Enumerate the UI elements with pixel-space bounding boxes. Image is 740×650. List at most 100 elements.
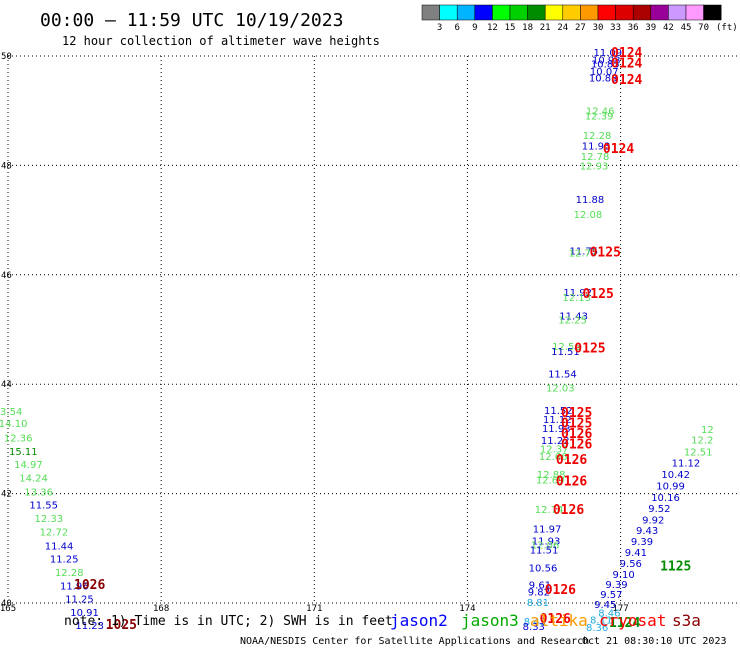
colorbar-label: 12 bbox=[487, 23, 498, 33]
swh-observation: 11.51 bbox=[530, 545, 559, 556]
colorbar-label: 30 bbox=[593, 23, 604, 33]
swh-observation: 9.56 bbox=[620, 559, 642, 570]
colorbar-label: 70 bbox=[698, 23, 709, 33]
colorbar-swatch bbox=[439, 4, 458, 21]
legend-item-s3a: s3a bbox=[672, 611, 701, 630]
swh-observation: 11.43 bbox=[559, 311, 588, 322]
pass-time-label: 0124 bbox=[611, 46, 642, 61]
x-tick-label: 177 bbox=[612, 604, 628, 614]
pass-time-label: 0125 bbox=[582, 287, 613, 302]
swh-observation: 11.97 bbox=[533, 525, 562, 536]
swh-observation: 12.2 bbox=[691, 435, 713, 446]
swh-observation: 11.55 bbox=[29, 501, 58, 512]
swh-observation: 10.16 bbox=[651, 493, 680, 504]
colorbar-swatch bbox=[685, 4, 704, 21]
swh-observation: 11.93 bbox=[542, 424, 571, 435]
legend-item-jason3: jason3 bbox=[461, 611, 519, 630]
time-labels: 0124012401240124012501250125012501250126… bbox=[74, 46, 691, 633]
colorbar-swatch bbox=[456, 4, 476, 21]
swh-observation: 8.81 bbox=[527, 598, 549, 609]
y-tick-label: 40 bbox=[1, 599, 12, 609]
swh-observation: 10.93 bbox=[592, 55, 621, 66]
swh-observation: 8.46 bbox=[598, 608, 620, 619]
pass-time-label: 0125 bbox=[561, 416, 592, 431]
legend-note: note: 1) Time is in UTC; 2) SWH is in fe… bbox=[64, 614, 393, 629]
swh-observation: 9.82 bbox=[528, 588, 550, 599]
swh-observation: 11.88 bbox=[576, 195, 605, 206]
colorbar-label: 33 bbox=[610, 23, 621, 33]
swh-observation: 12.56 bbox=[552, 342, 581, 353]
swh-observation: 12.06 bbox=[531, 540, 560, 551]
colorbar: 3 6 9 12 15 18 21 24 27 30 33 36 39 42 45 70 bbox=[421, 4, 722, 33]
swh-observation: 12.36 bbox=[4, 433, 33, 444]
swh-observation: 11.51 bbox=[551, 347, 580, 358]
swh-observation: 10.42 bbox=[661, 470, 690, 481]
swh-observation: 12.03 bbox=[546, 383, 575, 394]
swh-observation: 12.72 bbox=[40, 527, 69, 538]
swh-observation: 8.11 bbox=[590, 615, 612, 626]
colorbar-swatch bbox=[632, 4, 652, 21]
swh-observation: 10.99 bbox=[656, 481, 685, 492]
colorbar-label: 27 bbox=[575, 23, 586, 33]
colorbar-swatch bbox=[492, 4, 511, 21]
swh-observation: 12.78 bbox=[581, 152, 610, 163]
pass-time-label: 1025 bbox=[106, 618, 137, 633]
pass-time-label: 0124 bbox=[603, 142, 634, 157]
legend-item-cryosat: cryosat bbox=[599, 611, 666, 630]
legend-item-jason2: jason2 bbox=[390, 611, 448, 630]
swh-observation: 9.57 bbox=[600, 590, 622, 601]
legend-item-altika: altika bbox=[530, 611, 588, 630]
swh-observation: 11.12 bbox=[672, 458, 701, 469]
swh-observation: 12.39 bbox=[585, 112, 614, 123]
swh-observation: 11.44 bbox=[45, 542, 74, 553]
swh-observation: 14.24 bbox=[19, 474, 48, 485]
swh-observation: 12.13 bbox=[562, 293, 591, 304]
pass-time-label: 0126 bbox=[556, 453, 587, 468]
swh-observation: 11.22 bbox=[541, 436, 570, 447]
axis-ticks: 165 168 171 174 177 40 42 44 46 48 50 bbox=[0, 52, 629, 614]
swh-observation: 11.93 bbox=[532, 537, 561, 548]
swh-observation: 10.85 bbox=[591, 60, 620, 71]
swh-observation: 11.93 bbox=[582, 142, 611, 153]
pass-time-label: 0126 bbox=[553, 503, 584, 518]
pass-time-label: 0124 bbox=[611, 73, 642, 88]
colorbar-label: 42 bbox=[663, 23, 674, 33]
swh-observation: 12.69 bbox=[536, 475, 565, 486]
swh-observation: 8.33 bbox=[523, 622, 545, 633]
swh-observation: 11.12 bbox=[543, 415, 572, 426]
pass-time-label: 0126 bbox=[561, 437, 592, 452]
swh-observation: 9.45 bbox=[594, 600, 616, 611]
swh-observation: 11.96 bbox=[60, 581, 89, 592]
swh-observation: 11.52 bbox=[544, 406, 573, 417]
swh-observation: 13.54 bbox=[0, 407, 22, 418]
chart-title: 00:00 – 11:59 UTC 10/19/2023 bbox=[40, 10, 343, 31]
pass-time-label: 0126 bbox=[545, 583, 576, 598]
x-tick-label: 168 bbox=[153, 604, 169, 614]
swh-observation: 10.83 bbox=[589, 73, 618, 84]
swh-observation: 12.46 bbox=[586, 107, 615, 118]
swh-observation: 10.56 bbox=[529, 563, 558, 574]
swh-observation: 12.25 bbox=[558, 316, 587, 327]
swh-observation: 8.43 bbox=[524, 617, 546, 628]
colorbar-swatch bbox=[474, 4, 493, 21]
colorbar-swatch bbox=[527, 4, 546, 21]
swh-observation: 12.28 bbox=[583, 131, 612, 142]
colorbar-swatch bbox=[580, 4, 599, 21]
y-tick-label: 44 bbox=[1, 380, 12, 390]
footer-credit: NOAA/NESDIS Center for Satellite Applica… bbox=[240, 636, 589, 647]
swh-observation: 9.92 bbox=[642, 515, 664, 526]
swh-observation: 11.23 bbox=[75, 621, 104, 632]
colorbar-swatch bbox=[544, 4, 564, 21]
swh-observation: 14.10 bbox=[0, 419, 27, 430]
swh-observation: 11.75 bbox=[570, 247, 599, 258]
swh-observation: 12.28 bbox=[55, 568, 84, 579]
colorbar-label: 36 bbox=[628, 23, 639, 33]
chart-subtitle: 12 hour collection of altimeter wave hei… bbox=[62, 34, 380, 48]
swh-observation: 9.61 bbox=[529, 580, 551, 591]
swh-observation: 15.11 bbox=[9, 447, 38, 458]
pass-time-label: 1125 bbox=[660, 559, 691, 574]
legend: jason2 jason3 altika cryosat s3a bbox=[390, 611, 701, 630]
